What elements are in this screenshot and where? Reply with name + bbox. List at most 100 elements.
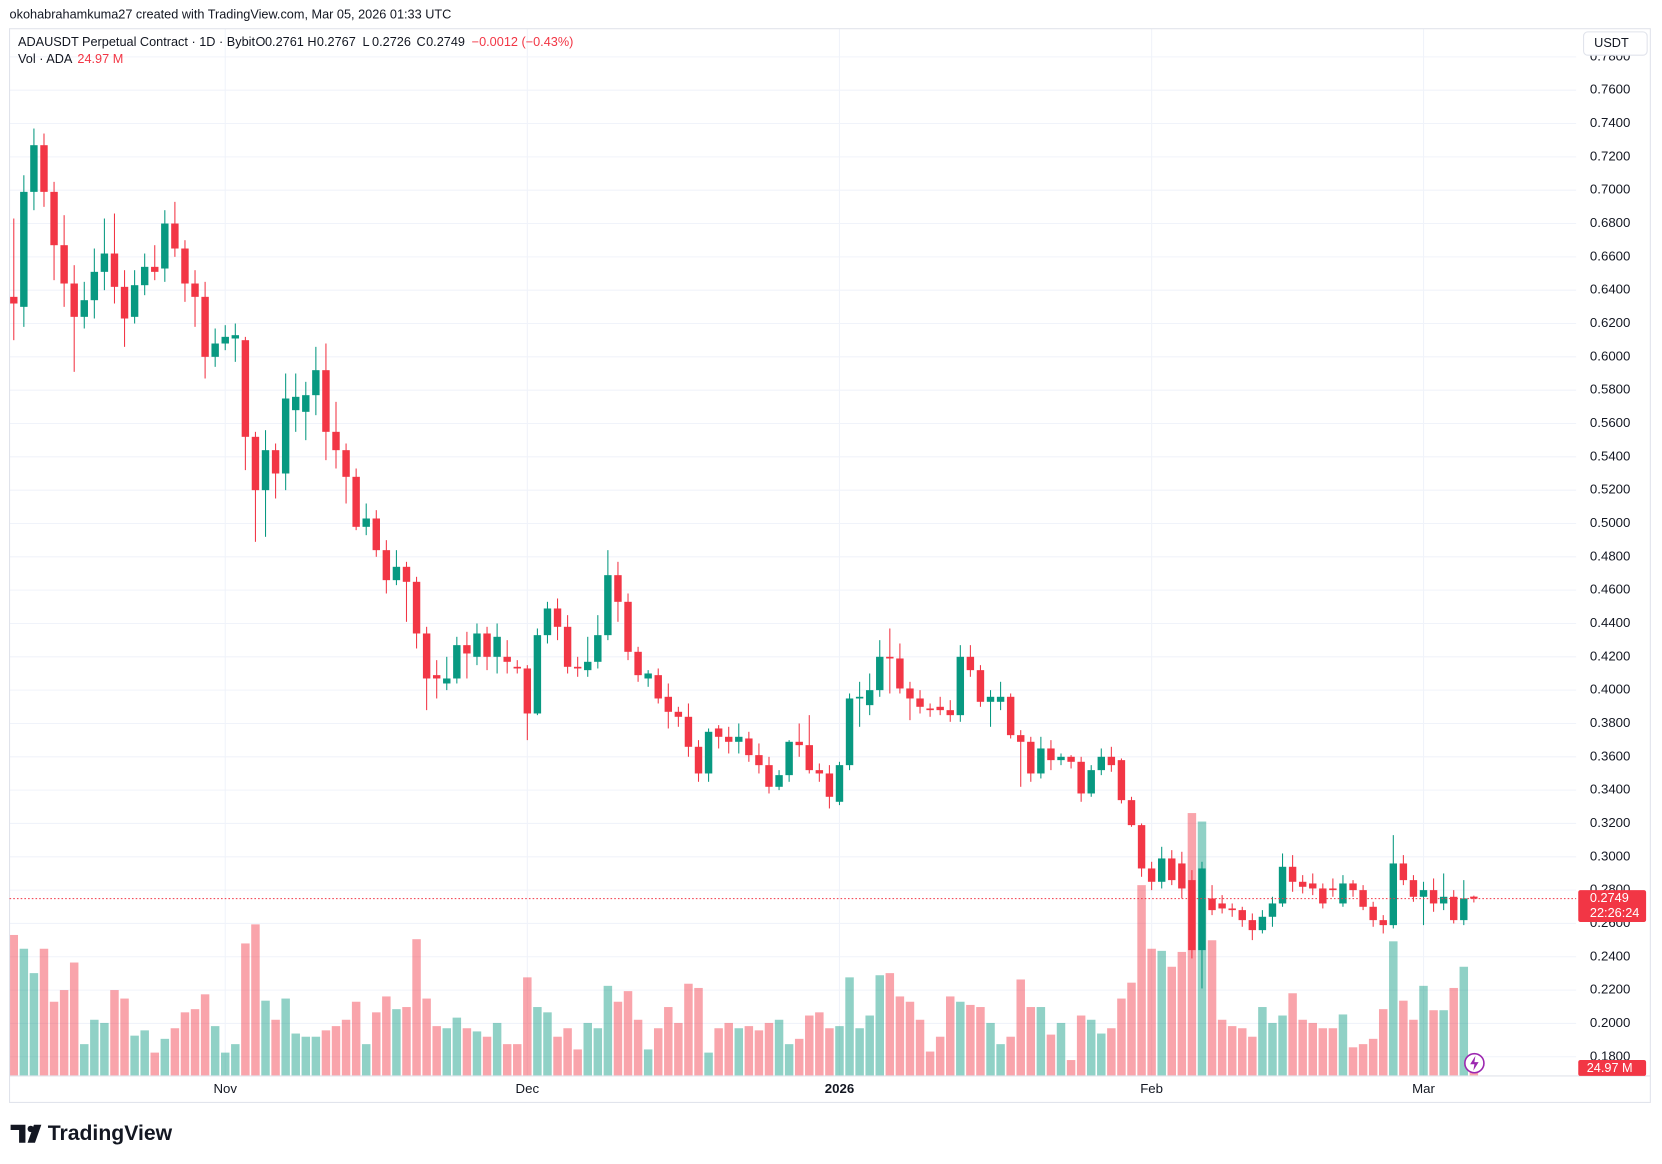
- candle-body: [865, 690, 874, 706]
- y-tick-label: 0.3000: [1590, 848, 1630, 863]
- candle-body: [1268, 903, 1277, 917]
- candle-body: [1379, 920, 1387, 926]
- volume-bar: [291, 1033, 300, 1076]
- volume-bar: [1248, 1036, 1257, 1076]
- candle-body: [231, 335, 240, 339]
- candle-body: [584, 661, 592, 671]
- candle-body: [382, 550, 391, 581]
- y-tick-label: 0.6400: [1590, 282, 1630, 297]
- volume-bar: [1137, 885, 1146, 1076]
- change: −0.0012 (−0.43%): [472, 34, 574, 49]
- volume-bar: [865, 1015, 874, 1076]
- candle-body: [674, 711, 683, 717]
- volume-bar: [231, 1044, 240, 1076]
- volume-bar: [724, 1022, 733, 1076]
- candle-body: [936, 706, 944, 711]
- volume-bar: [835, 1026, 844, 1076]
- volume-bar: [170, 1028, 180, 1076]
- volume-bar: [573, 1049, 582, 1076]
- volume-bar: [1157, 950, 1166, 1076]
- candle-body: [966, 656, 975, 671]
- volume-bar: [1217, 1019, 1227, 1076]
- candle-body: [896, 658, 904, 689]
- volume-bar: [643, 1049, 653, 1076]
- volume-bar: [784, 1044, 794, 1076]
- volume-bar: [220, 1052, 230, 1076]
- volume-bar: [996, 1044, 1005, 1076]
- volume-bar: [633, 1019, 643, 1076]
- volume-bar: [392, 1009, 401, 1076]
- candle-body: [402, 566, 411, 582]
- volume-bar: [39, 948, 49, 1076]
- volume-bar: [815, 1012, 824, 1076]
- candle-body: [1419, 890, 1428, 897]
- volume-bar: [1046, 1034, 1056, 1076]
- ohlc-value: 0.2761: [265, 34, 304, 49]
- candle-body: [916, 698, 924, 707]
- volume-bar: [875, 975, 884, 1076]
- candle-body: [463, 645, 471, 654]
- candle-body: [140, 266, 149, 286]
- candle-body: [281, 398, 290, 474]
- candle-body: [40, 145, 48, 192]
- candle-body: [775, 775, 783, 787]
- candle-body: [1188, 880, 1196, 951]
- candle-body: [271, 450, 280, 474]
- volume-bar: [382, 996, 391, 1076]
- volume-bar: [986, 1022, 995, 1076]
- volume-bar: [754, 1030, 764, 1076]
- candle-body: [312, 370, 320, 396]
- y-tick-label: 0.2200: [1590, 982, 1630, 997]
- candle-body: [876, 656, 884, 691]
- volume-bar: [49, 1001, 59, 1076]
- volume-bar: [1076, 1015, 1086, 1076]
- candle-body: [805, 745, 813, 771]
- volume-bar: [271, 1019, 280, 1076]
- candle-body: [181, 248, 189, 284]
- volume-bar: [59, 990, 69, 1076]
- price-tag-value: 0.2749: [1590, 890, 1629, 905]
- candle-body: [755, 755, 763, 766]
- volume-bar: [855, 1028, 864, 1076]
- volume-bar: [915, 1019, 925, 1076]
- volume-bar: [160, 1038, 170, 1076]
- candle-body: [251, 436, 260, 491]
- volume-bar: [764, 1022, 774, 1076]
- volume-bar: [301, 1036, 311, 1076]
- logo-dot: [27, 1125, 34, 1133]
- volume-bar: [1177, 951, 1187, 1076]
- currency-button[interactable]: [1583, 31, 1648, 56]
- candle-body: [1450, 896, 1458, 921]
- volume-bar: [1207, 940, 1217, 1076]
- ohlc-value: 0.2726: [372, 34, 411, 49]
- candle-body: [1087, 770, 1095, 794]
- candle-body: [1147, 868, 1156, 882]
- volume-bar: [341, 1019, 351, 1076]
- y-tick-label: 0.7400: [1590, 115, 1630, 130]
- candle-body: [594, 635, 602, 662]
- frame: [9, 28, 1651, 1103]
- volume-bar: [533, 1007, 542, 1076]
- volume-bar: [1298, 1019, 1307, 1076]
- y-tick-label: 0.6600: [1590, 248, 1630, 263]
- candle-body: [30, 145, 38, 192]
- candle-body: [1057, 756, 1065, 761]
- volume-bar: [895, 996, 905, 1076]
- candle-body: [1369, 906, 1377, 921]
- candle-body: [161, 223, 169, 269]
- x-tick-label: Dec: [516, 1081, 540, 1096]
- volume-bar: [1318, 1028, 1328, 1076]
- volume-bar: [1147, 948, 1156, 1076]
- candle-body: [372, 518, 380, 551]
- candle-body: [342, 450, 350, 477]
- volume-bar: [402, 1007, 411, 1076]
- candle-body: [523, 668, 532, 714]
- volume-bar: [1086, 1019, 1096, 1076]
- volume-bar: [1338, 1014, 1348, 1076]
- candle-body: [654, 675, 662, 699]
- volume-bar: [513, 1044, 522, 1076]
- volume-bar: [946, 996, 955, 1076]
- candle-body: [694, 746, 703, 774]
- currency[interactable]: USDT: [1594, 35, 1629, 50]
